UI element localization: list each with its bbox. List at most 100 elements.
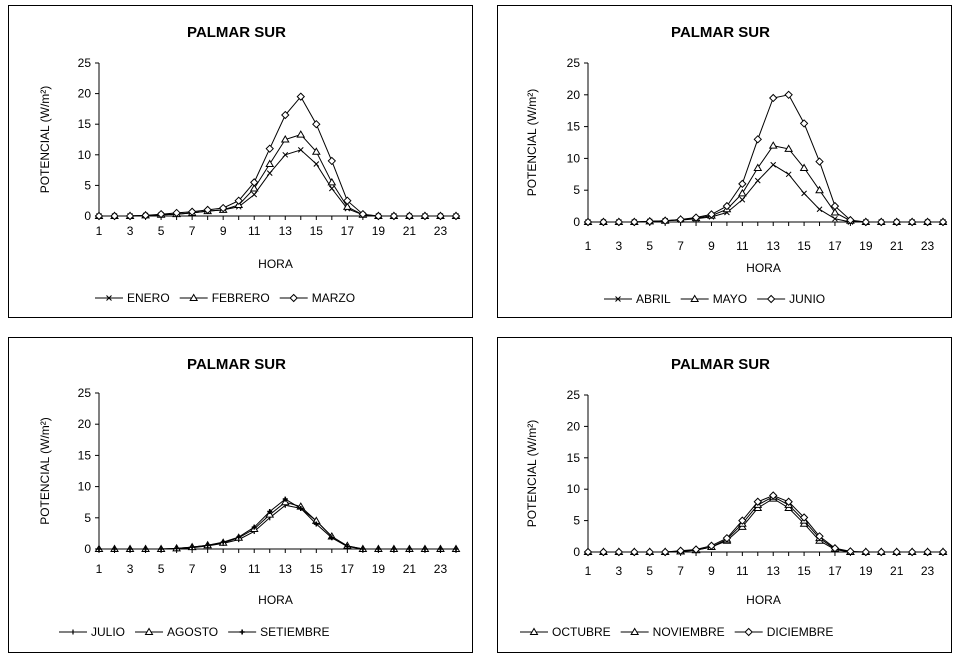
data-point	[802, 191, 807, 196]
x-tick-label: 17	[828, 239, 842, 253]
x-tick-label: 13	[767, 564, 781, 578]
y-tick-label: 20	[567, 88, 581, 102]
series-mayo	[585, 142, 947, 224]
y-tick-label: 20	[78, 87, 92, 101]
x-tick-label: 9	[220, 224, 227, 238]
chart-panel-4: PALMAR SUR POTENCIAL (W/m²) 0 5 10 15 20 25 1 3 5 7…	[497, 337, 952, 653]
data-point	[329, 186, 334, 191]
legend-entry: JUNIO	[757, 292, 825, 306]
legend-entry: NOVIEMBRE	[621, 625, 725, 639]
x-tick-label: 1	[96, 224, 103, 238]
legend-label: DICIEMBRE	[767, 625, 834, 639]
x-tick-label: 7	[677, 564, 684, 578]
data-point	[754, 136, 761, 143]
data-point	[267, 171, 272, 176]
x-tick-label: 23	[921, 564, 935, 578]
x-tick-label: 15	[797, 239, 811, 253]
series-line	[99, 502, 456, 549]
x-axis-label: HORA	[746, 261, 781, 275]
data-point	[266, 160, 273, 166]
legend-entry: ENERO	[95, 291, 170, 305]
data-point	[786, 172, 791, 177]
legend-entry: DICIEMBRE	[735, 625, 834, 639]
x-tick-label: 15	[310, 562, 324, 576]
legend-entry: JULIO	[59, 625, 125, 639]
y-tick-label: 15	[78, 448, 92, 462]
x-tick-label: 1	[585, 239, 592, 253]
x-tick-label: 7	[677, 239, 684, 253]
series-line	[99, 499, 456, 549]
x-tick-label: 3	[127, 224, 134, 238]
chart-title: PALMAR SUR	[187, 356, 286, 373]
x-tick-label: 15	[310, 224, 324, 238]
data-point	[770, 94, 777, 101]
x-tick-label: 1	[585, 564, 592, 578]
x-tick-label: 19	[859, 564, 873, 578]
series-octubre	[585, 495, 947, 554]
chart-panel-3: PALMAR SUR POTENCIAL (W/m²) 0 5 10 15 20 25 1 3 5 7…	[8, 337, 473, 653]
x-axis-label: HORA	[746, 593, 781, 607]
legend-marker	[240, 630, 245, 635]
legend-entry: SETIEMBRE	[228, 625, 329, 639]
series-line	[588, 497, 943, 552]
legend-entry: MAYO	[681, 292, 747, 306]
x-tick-label: 9	[220, 562, 227, 576]
x-tick-label: 17	[341, 562, 355, 576]
y-tick-label: 0	[84, 542, 91, 556]
y-axis-label: POTENCIAL (W/m²)	[38, 417, 52, 525]
legend-label: NOVIEMBRE	[653, 625, 725, 639]
data-point	[723, 203, 730, 210]
x-tick-label: 5	[646, 239, 653, 253]
data-point	[740, 197, 745, 202]
x-tick-label: 5	[158, 224, 165, 238]
y-tick-label: 5	[84, 511, 91, 525]
legend-label: MARZO	[312, 291, 355, 305]
data-point	[770, 142, 777, 148]
series-line	[588, 95, 943, 222]
data-point	[328, 179, 335, 185]
legend-marker	[768, 296, 775, 303]
data-point	[328, 157, 335, 164]
chart-title: PALMAR SUR	[671, 356, 770, 373]
data-point	[771, 162, 776, 167]
y-tick-label: 25	[78, 386, 92, 400]
data-point	[313, 121, 320, 128]
data-point	[314, 161, 319, 166]
y-tick-label: 20	[567, 419, 581, 433]
series-agosto	[96, 499, 460, 552]
series-junio	[585, 91, 947, 225]
x-axis-label: HORA	[258, 257, 293, 271]
series-julio	[99, 503, 456, 552]
legend-entry: MARZO	[280, 291, 355, 305]
y-axis-label: POTENCIAL (W/m²)	[38, 86, 52, 194]
chart-title: PALMAR SUR	[187, 24, 286, 41]
legend-label: FEBRERO	[212, 291, 270, 305]
data-point	[785, 91, 792, 98]
x-tick-label: 17	[828, 564, 842, 578]
y-tick-label: 20	[78, 417, 92, 431]
y-tick-label: 10	[78, 480, 92, 494]
x-tick-label: 11	[248, 224, 261, 238]
data-point	[252, 192, 257, 197]
y-tick-label: 0	[84, 209, 91, 223]
x-tick-label: 7	[189, 224, 196, 238]
y-tick-label: 0	[573, 545, 580, 559]
x-tick-label: 5	[158, 562, 165, 576]
data-point	[754, 164, 761, 170]
x-tick-label: 13	[767, 239, 781, 253]
x-tick-label: 21	[890, 564, 904, 578]
data-point	[283, 152, 288, 157]
series-line	[99, 505, 456, 549]
x-tick-label: 11	[736, 239, 749, 253]
legend-entry: AGOSTO	[135, 625, 218, 639]
data-point	[298, 147, 303, 152]
x-tick-label: 9	[708, 239, 715, 253]
data-point	[755, 178, 760, 183]
chart-panel-1: PALMAR SUR POTENCIAL (W/m²) 0 5 10 15 20 25 1 3 5 7…	[8, 5, 473, 318]
y-tick-label: 25	[567, 388, 581, 402]
series-setiembre	[97, 497, 459, 552]
y-tick-label: 5	[573, 514, 580, 528]
